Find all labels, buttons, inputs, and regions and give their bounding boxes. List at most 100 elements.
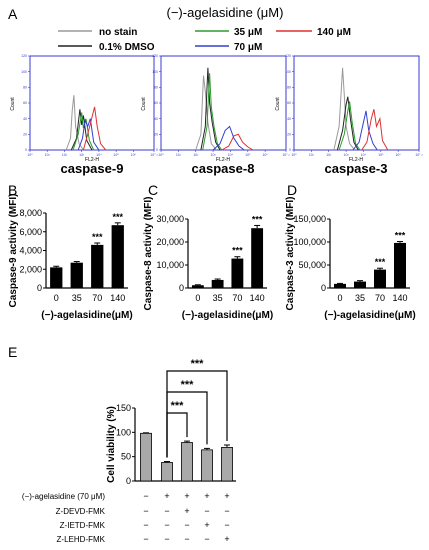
significance-label: ***: [92, 232, 103, 242]
significance-label: ***: [171, 400, 185, 412]
y-axis-label: Caspase-3 activity (MFI): [285, 197, 296, 311]
panel-label-c: C: [148, 182, 158, 198]
significance-label: ***: [252, 214, 263, 224]
x-tick-label: 140: [250, 293, 265, 303]
histogram-ticks: 10⁰ 10¹ 10² 10³ 10⁴ 10⁵ 10⁶ 10⁷.²02040608010012…: [152, 54, 290, 157]
histogram-y-tick-label: 20: [154, 133, 158, 137]
x-tick-label: 0: [54, 293, 59, 303]
treatment-row-label: Z-DEVD-FMK: [56, 507, 106, 516]
treatment-cell: −: [143, 491, 148, 501]
x-tick-label: 0: [195, 293, 200, 303]
x-tick-label: 140: [110, 293, 125, 303]
y-tick-label: 0: [179, 283, 184, 293]
histogram-x-tick-label: 10¹: [309, 153, 315, 157]
histogram-y-tick-label: 60: [23, 101, 27, 105]
histogram-series-0-1-dmso: [336, 96, 359, 151]
histogram-frame: [29, 55, 155, 151]
histogram-y-tick-label: 0: [289, 148, 291, 152]
histogram-y-tick-label: 120: [152, 54, 158, 58]
bar: [231, 258, 244, 288]
histogram-x-tick-label: 10⁰: [27, 153, 33, 157]
bar-chart-caspase-9: 0 2,000 4,000 6,000 8,000 0 35 *** 70 *** 140 (−)-a…: [8, 194, 133, 321]
histogram-y-tick-label: 60: [287, 101, 291, 105]
significance-label: ***: [112, 212, 123, 222]
bar: [191, 285, 204, 288]
bar: [211, 279, 224, 288]
y-tick-label: 150,000: [293, 214, 326, 224]
treatment-cell: −: [204, 534, 209, 544]
histogram-y-tick-label: 0: [156, 148, 158, 152]
histogram-xlabel: FL2-H: [216, 157, 230, 163]
histogram-ticks: 10⁰ 10¹ 10² 10³ 10⁴ 10⁵ 10⁶ 10⁷.²02040608010012…: [285, 54, 423, 157]
panel-label-a: A: [8, 6, 18, 22]
histogram-caspase-8: 10⁰ 10¹ 10² 10³ 10⁴ 10⁵ 10⁶ 10⁷.²02040608010012…: [152, 54, 290, 157]
significance-bracket: [166, 370, 228, 458]
histogram-x-tick-label: 10²: [326, 153, 332, 157]
histogram-series-140-m: [361, 109, 389, 151]
bar: [251, 228, 264, 288]
treatment-cell: −: [164, 520, 169, 530]
treatment-cell: +: [204, 520, 209, 530]
bar: [161, 462, 173, 482]
histogram-x-tick-label: 10⁷.²: [150, 153, 158, 157]
x-tick-label: 0: [337, 293, 342, 303]
y-tick-label: 30,000: [156, 214, 184, 224]
x-tick-label: 70: [232, 293, 242, 303]
histogram-x-tick-label: 10⁵: [245, 153, 251, 157]
treatment-row-label: (−)-agelasidine (70 μM): [22, 492, 105, 501]
histogram-y-tick-label: 40: [23, 117, 27, 121]
bar: [111, 225, 124, 288]
histogram-y-tick-label: 20: [287, 133, 291, 137]
treatment-cell: −: [143, 534, 148, 544]
histogram-x-tick-label: 10¹: [45, 153, 51, 157]
bar: [394, 242, 406, 288]
x-tick-label: 70: [92, 293, 102, 303]
x-axis-label: (−)-agelasidine(μM): [182, 310, 273, 321]
legend-label-no-stain: no stain: [99, 27, 137, 38]
histogram-title: caspase-3: [325, 161, 388, 176]
histogram-x-tick-label: 10⁰: [158, 153, 164, 157]
histogram-y-tick-label: 120: [21, 54, 27, 58]
legend-label-70: 70 μM: [234, 42, 262, 53]
histogram-x-tick-label: 10²: [62, 153, 68, 157]
significance-label: ***: [395, 231, 406, 241]
treatment-cell: +: [204, 491, 209, 501]
x-axis-label: (−)-agelasidine(μM): [41, 310, 132, 321]
significance-label: ***: [191, 358, 205, 370]
treatment-cell: −: [184, 534, 189, 544]
panel-a-title: (−)-agelasidine (μM): [167, 5, 284, 20]
histogram-curves: [333, 67, 389, 151]
histogram-title: caspase-8: [192, 161, 255, 176]
treatment-row-label: Z-IETD-FMK: [60, 521, 106, 530]
y-tick-label: 2,000: [19, 264, 42, 274]
bar: [140, 432, 152, 482]
histogram-y-tick-label: 0: [25, 148, 27, 152]
bar: [354, 281, 366, 288]
histogram-y-tick-label: 100: [21, 70, 27, 74]
y-tick-label: 100,000: [293, 237, 326, 247]
y-axis-label: Cell viability (%): [106, 406, 117, 483]
bar: [221, 447, 233, 482]
histogram-series-no-stain: [333, 67, 356, 151]
x-tick-label: 140: [392, 293, 407, 303]
histogram-x-tick-label: 10⁶: [131, 153, 137, 157]
significance-label: ***: [232, 246, 243, 256]
y-tick-label: 10,000: [156, 260, 184, 270]
histogram-y-tick-label: 40: [287, 117, 291, 121]
significance-label: ***: [375, 257, 386, 267]
y-tick-label: 6,000: [19, 227, 42, 237]
histogram-y-tick-label: 100: [285, 70, 291, 74]
y-axis-label: Caspase-9 activity (MFI): [8, 194, 19, 308]
histogram-x-tick-label: 10¹: [176, 153, 182, 157]
histogram-y-tick-label: 80: [154, 86, 158, 90]
treatment-cell: −: [143, 520, 148, 530]
histogram-x-tick-label: 10⁴: [228, 153, 234, 157]
histogram-x-tick-label: 10³: [344, 153, 350, 157]
histogram-title: caspase-9: [61, 161, 124, 176]
treatment-cell: +: [224, 534, 229, 544]
legend: no stain 35 μM 140 μM 0.1% DMSO 70 μM: [58, 27, 351, 53]
histogram-x-tick-label: 10³: [79, 153, 85, 157]
treatment-cell: +: [164, 491, 169, 501]
histogram-ylabel: Count: [141, 97, 147, 111]
treatment-cell: +: [224, 491, 229, 501]
